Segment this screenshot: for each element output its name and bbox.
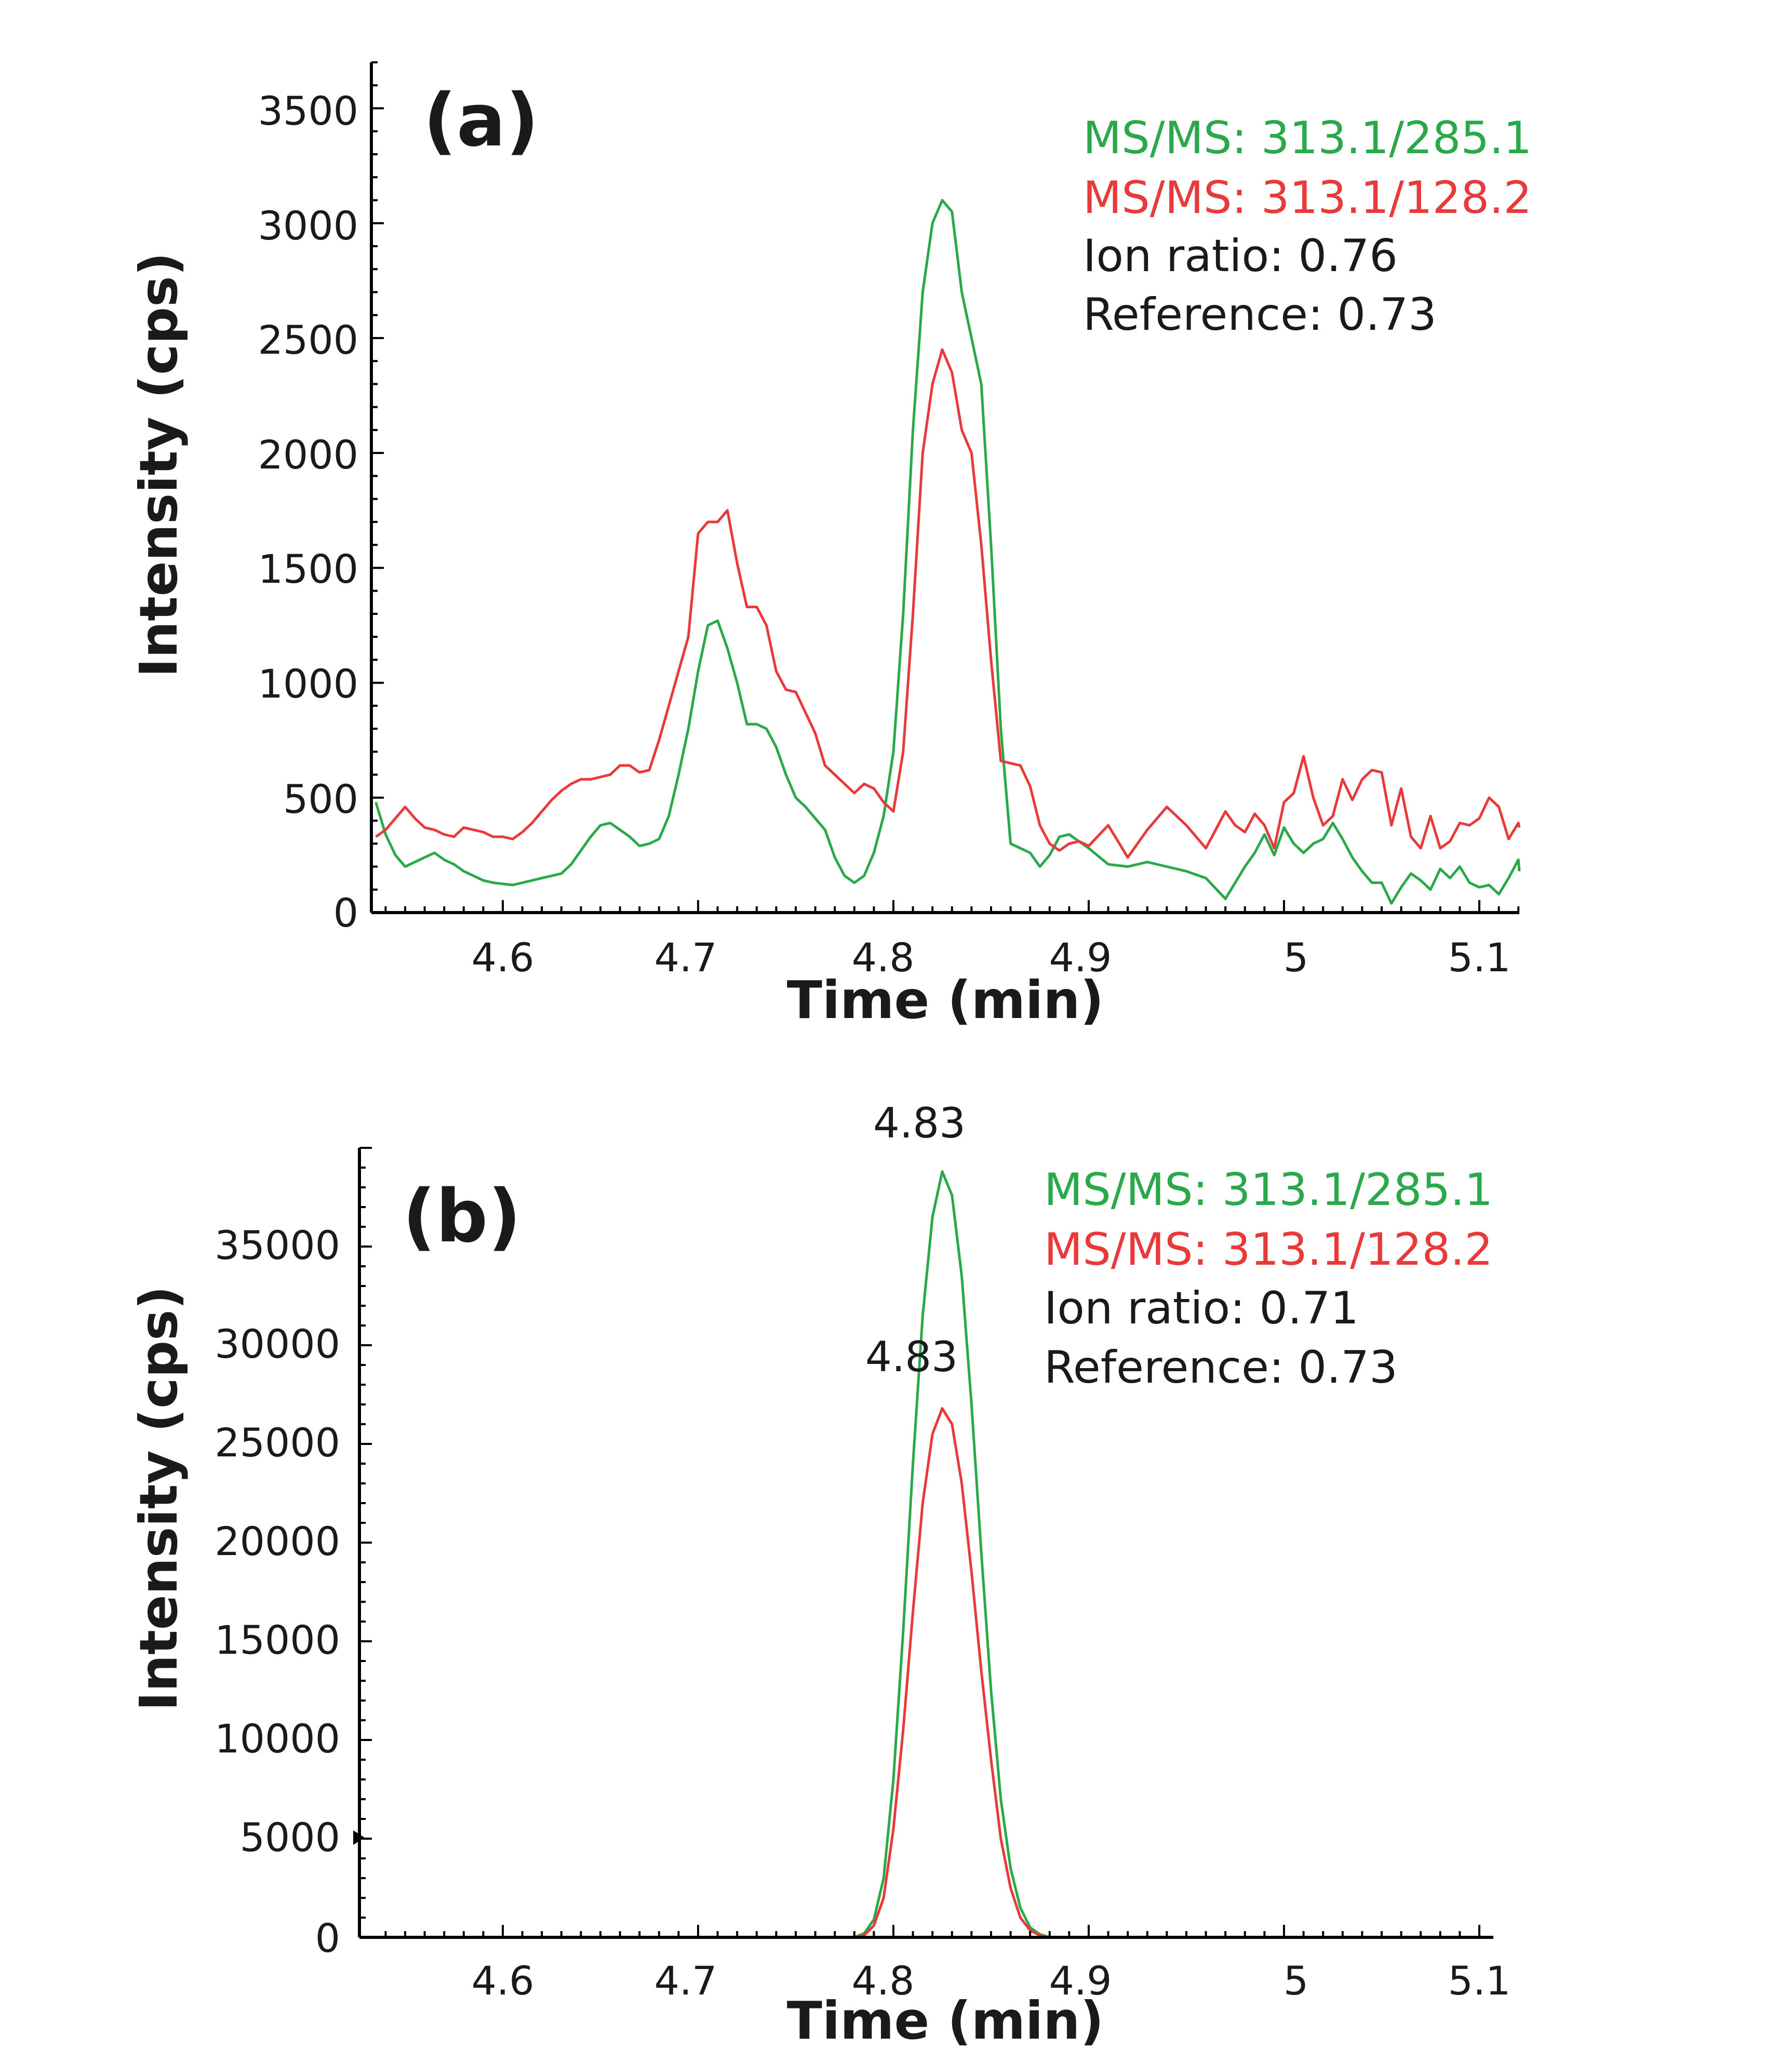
panel-b-ytick-label: 0 (315, 1915, 340, 1961)
panel-b-xtick-label: 4.9 (1049, 1958, 1112, 2004)
panel-b-ytick-label: 5000 (240, 1814, 340, 1860)
panel-a-ytick-label: 3500 (258, 88, 358, 134)
panel-b-reference: Reference: 0.73 (1044, 1342, 1398, 1394)
panel-a-xtick-label: 4.9 (1049, 934, 1112, 981)
panel-b-y-axis-marker (353, 1830, 365, 1845)
series-line-285 (376, 1170, 1493, 1939)
panel-a-ytick-label: 500 (283, 776, 358, 822)
panel-a-xtick-label: 5.1 (1448, 934, 1511, 981)
panel-a-y-ticks (371, 61, 384, 914)
panel-b-series-128-group (376, 1407, 1493, 1939)
panel-b-ytick-label: 35000 (215, 1222, 340, 1268)
panel-a-x-ticks (384, 900, 1520, 913)
panel-b-legend-series-285: MS/MS: 313.1/285.1 (1044, 1164, 1493, 1216)
panel-a-legend-series-128: MS/MS: 313.1/128.2 (1083, 172, 1532, 224)
panel-a-xtick-label: 5 (1283, 934, 1308, 981)
panel-a-xtick-label: 4.8 (852, 934, 915, 981)
series-line-128 (376, 1407, 1493, 1939)
series-line-128 (375, 348, 1521, 859)
panel-a-y-axis-title: Intensity (cps) (128, 252, 189, 678)
panel-b-xtick-label: 5.1 (1448, 1958, 1511, 2004)
panel-b-ytick-label: 30000 (215, 1321, 340, 1367)
panel-b-ytick-label: 25000 (215, 1420, 340, 1466)
panel-a-reference: Reference: 0.73 (1083, 289, 1437, 341)
panel-b-xtick-label: 5 (1283, 1958, 1308, 2004)
panel-b-peak-label-285: 4.83 (873, 1099, 966, 1147)
panel-b-ytick-label: 20000 (215, 1518, 340, 1564)
panel-b-ytick-label: 15000 (215, 1617, 340, 1663)
panel-b-xtick-label: 4.6 (472, 1958, 534, 2004)
panel-a-ytick-label: 3000 (258, 203, 358, 249)
panel-b-ytick-label: 10000 (215, 1716, 340, 1762)
panel-a-xtick-label: 4.6 (472, 934, 534, 981)
panel-a-legend-series-285: MS/MS: 313.1/285.1 (1083, 112, 1532, 164)
panel-a-xtick-label: 4.7 (654, 934, 717, 981)
panel-b-ion-ratio: Ion ratio: 0.71 (1044, 1282, 1359, 1334)
panel-b-y-axis-title: Intensity (cps) (128, 1286, 189, 1711)
panel-a-ion-ratio: Ion ratio: 0.76 (1083, 230, 1398, 282)
panel-a-ytick-label: 1500 (258, 546, 358, 592)
panel-b-y-ticks (359, 1147, 372, 1938)
panel-a-series-128-group (375, 348, 1521, 859)
panel-b-x-ticks (384, 1925, 1480, 1937)
panel-b-legend-series-128: MS/MS: 313.1/128.2 (1044, 1224, 1493, 1276)
panel-a-ytick-label: 0 (333, 890, 358, 936)
panel-b-peak-label-128: 4.83 (865, 1333, 958, 1381)
panel-a-series-285-group (375, 199, 1521, 905)
panel-a-ytick-label: 2500 (258, 317, 358, 363)
panel-b-xtick-label: 4.7 (654, 1958, 717, 2004)
panel-b-label: (b) (403, 1174, 521, 1259)
panel-a-label: (a) (423, 78, 539, 163)
panel-a-ytick-label: 1000 (258, 661, 358, 707)
panel-b-x-axis-title: Time (min) (787, 1990, 1104, 2051)
panel-b: 0 5000 10000 15000 20000 25000 30000 350… (128, 1099, 1510, 2051)
panel-a-ytick-label: 2000 (258, 432, 358, 478)
panel-b-xtick-label: 4.8 (852, 1958, 915, 2004)
panel-a-x-axis-title: Time (min) (787, 970, 1104, 1030)
panel-b-series-285-group (376, 1170, 1493, 1939)
series-line-285 (375, 199, 1521, 905)
panel-a: 0 500 1000 1500 2000 2500 3000 3500 4.6 … (128, 61, 1532, 1030)
